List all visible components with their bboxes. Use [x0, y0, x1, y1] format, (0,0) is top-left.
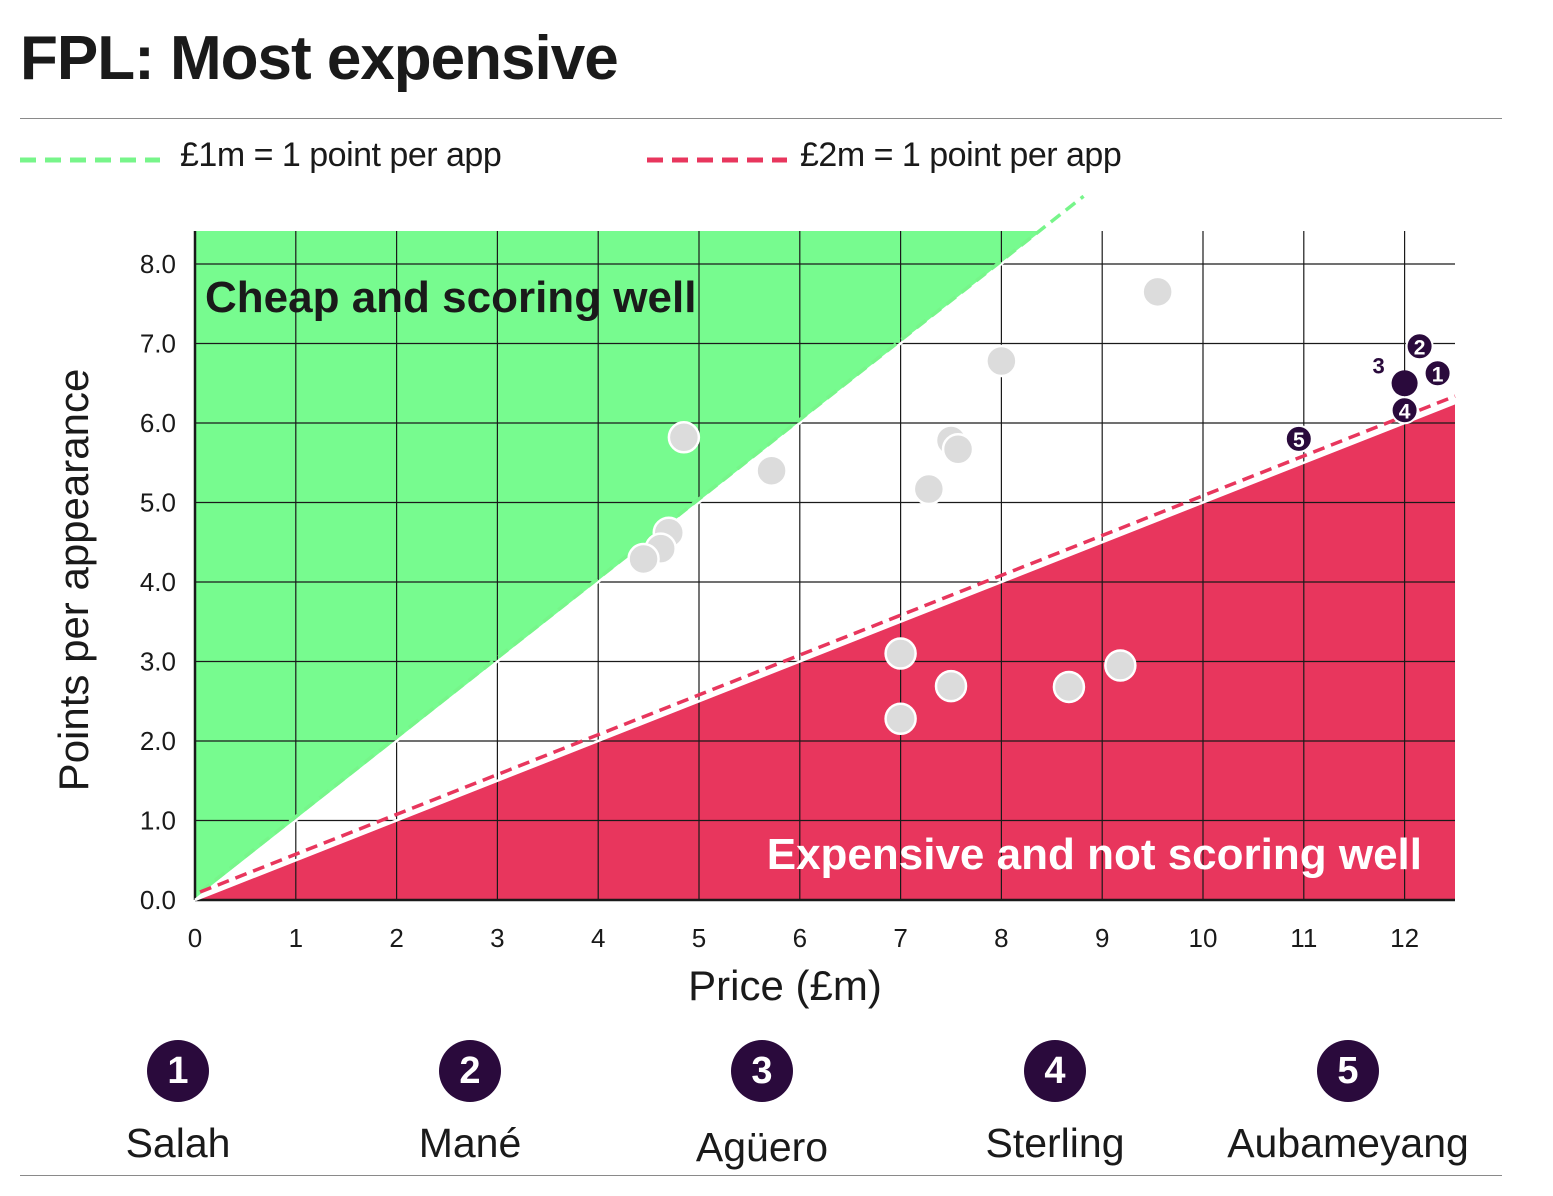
key-number-badge: 2 — [439, 1040, 501, 1102]
key-number-badge: 3 — [731, 1040, 793, 1102]
y-tick-label: 5.0 — [140, 488, 176, 518]
ref-line-2m-edge — [194, 401, 1456, 902]
highlight-label: 5 — [1293, 429, 1305, 452]
ref-line-2m — [199, 394, 1456, 894]
x-tick-label: 12 — [1390, 923, 1419, 953]
highlight-marker — [1390, 396, 1419, 425]
x-tick-label: 4 — [591, 923, 605, 953]
key-number-badge: 4 — [1024, 1040, 1086, 1102]
tick-labels: 0 1 2 3 4 5 6 7 8 9 10 11 120.01.02.03.04.05.06.07.0… — [140, 249, 1419, 953]
key-number-badge: 1 — [147, 1040, 209, 1102]
key-player-name: Aubameyang — [1227, 1120, 1469, 1166]
region-label-green: Cheap and scoring well — [205, 273, 696, 322]
player-point — [755, 454, 788, 487]
x-tick-label: 9 — [1095, 923, 1109, 953]
x-axis-label: Price (£m) — [688, 962, 882, 1009]
key-player-name: Mané — [418, 1120, 522, 1166]
x-tick-label: 6 — [793, 923, 807, 953]
x-tick-label: 3 — [490, 923, 504, 953]
player-point — [941, 432, 975, 466]
key-player-name: Salah — [125, 1120, 231, 1166]
y-tick-label: 6.0 — [140, 408, 176, 438]
legend-label-2m: £2m = 1 point per app — [800, 136, 1122, 174]
x-tick-label: 5 — [692, 923, 706, 953]
y-tick-label: 4.0 — [140, 567, 176, 597]
highlight-label: 3 — [1372, 353, 1384, 378]
key-player-name: Agüero — [695, 1124, 829, 1170]
region-label-red: Expensive and not scoring well — [767, 830, 1422, 879]
legend-label-1m: £1m = 1 point per app — [180, 136, 502, 174]
bottom-divider — [20, 1175, 1502, 1176]
y-tick-label: 3.0 — [140, 647, 176, 677]
scatter-plot: Cheap and scoring well Expensive and not… — [50, 194, 1456, 1009]
grid — [195, 231, 1455, 900]
y-tick-label: 7.0 — [140, 329, 176, 359]
key-player-name: Sterling — [985, 1120, 1125, 1166]
y-tick-label: 2.0 — [140, 726, 176, 756]
player-point — [1052, 670, 1086, 704]
y-tick-label: 0.0 — [140, 885, 176, 915]
x-tick-label: 10 — [1189, 923, 1218, 953]
x-tick-label: 1 — [289, 923, 303, 953]
player-point — [884, 637, 917, 670]
highlight-label: 2 — [1414, 336, 1426, 359]
x-tick-label: 7 — [893, 923, 907, 953]
player-points — [627, 275, 1174, 735]
x-tick-label: 11 — [1290, 923, 1317, 953]
player-point — [912, 472, 946, 506]
player-point — [1141, 275, 1174, 309]
y-axis-label: Points per appearance — [50, 369, 97, 792]
chart-title: FPL: Most expensive — [20, 24, 619, 93]
highlight-marker — [1423, 359, 1452, 388]
axes — [193, 231, 1455, 902]
player-point — [985, 344, 1018, 378]
player-point — [627, 542, 660, 576]
player-point — [667, 421, 701, 454]
x-tick-label: 2 — [389, 923, 403, 953]
player-point — [1104, 649, 1137, 682]
player-point — [934, 669, 968, 703]
highlight-label: 4 — [1399, 400, 1411, 423]
player-point — [884, 702, 917, 735]
highlight-label: 1 — [1432, 363, 1444, 386]
x-tick-label: 8 — [994, 923, 1008, 953]
highlight-marker — [1405, 332, 1434, 361]
highlight-point-top4 — [1391, 370, 1418, 397]
top-divider — [20, 118, 1502, 119]
y-tick-label: 8.0 — [140, 249, 176, 279]
highlight-marker — [1284, 424, 1313, 453]
y-tick-label: 1.0 — [140, 806, 176, 836]
key-number-badge: 5 — [1317, 1040, 1379, 1102]
highlighted-players: 12 34 5 — [1284, 332, 1452, 453]
x-tick-label: 0 — [188, 923, 202, 953]
